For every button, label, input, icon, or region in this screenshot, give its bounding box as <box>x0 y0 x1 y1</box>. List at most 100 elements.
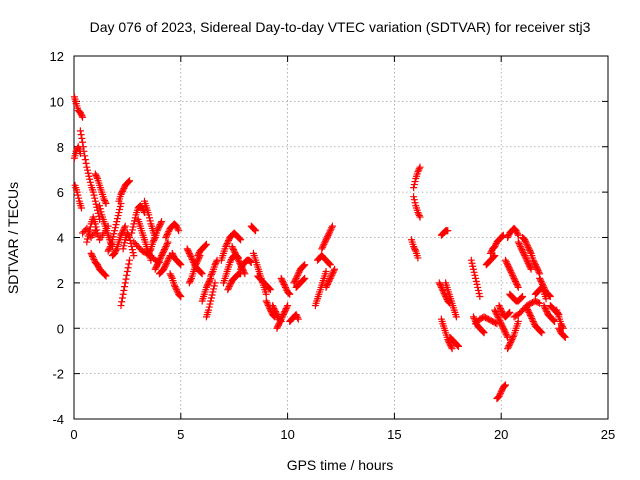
data-point <box>91 194 99 202</box>
data-point <box>146 246 154 254</box>
data-point <box>498 386 506 394</box>
data-point <box>207 297 215 305</box>
data-point <box>86 175 94 183</box>
data-point <box>92 171 100 179</box>
data-point <box>207 272 215 280</box>
data-point <box>91 170 99 178</box>
data-point <box>194 252 202 260</box>
data-point <box>202 241 210 249</box>
data-point <box>556 326 564 334</box>
data-point <box>266 285 274 293</box>
data-point <box>322 236 330 244</box>
data-point <box>537 277 545 285</box>
data-point <box>504 234 512 241</box>
data-point <box>293 273 301 281</box>
data-point <box>489 253 497 261</box>
data-point <box>139 206 147 214</box>
data-point <box>280 309 288 317</box>
data-point <box>507 337 515 345</box>
data-point <box>521 237 529 245</box>
data-point <box>113 215 121 223</box>
data-point <box>114 212 122 220</box>
data-point <box>505 264 513 272</box>
data-point <box>128 229 136 237</box>
data-points <box>70 93 569 403</box>
y-tick-label: 10 <box>50 94 64 109</box>
data-point <box>111 224 119 232</box>
data-point <box>156 221 164 229</box>
data-point <box>205 277 213 285</box>
data-point <box>468 259 476 267</box>
data-point <box>79 113 87 121</box>
data-point <box>324 279 332 287</box>
data-point <box>177 261 185 269</box>
data-point <box>117 190 125 198</box>
data-point <box>534 267 542 275</box>
data-point <box>84 169 92 177</box>
data-point <box>437 282 445 290</box>
data-point <box>93 173 101 181</box>
data-point <box>545 291 553 299</box>
data-point <box>168 249 176 257</box>
data-point <box>128 226 136 234</box>
data-point <box>524 259 532 267</box>
x-tick-label: 10 <box>280 427 294 442</box>
data-point <box>294 271 302 279</box>
data-point <box>101 198 109 206</box>
data-point <box>77 204 85 212</box>
data-point <box>509 333 517 341</box>
data-point <box>504 262 512 270</box>
data-point <box>164 229 172 237</box>
data-point <box>526 310 534 318</box>
data-point <box>476 292 484 300</box>
data-point <box>163 241 171 249</box>
data-point <box>118 298 126 306</box>
data-point <box>469 265 477 273</box>
data-point <box>495 302 503 310</box>
data-point <box>158 250 166 258</box>
data-point <box>301 274 309 282</box>
data-point <box>233 253 241 261</box>
data-point <box>453 341 461 349</box>
data-point <box>153 262 161 270</box>
data-point <box>500 326 508 334</box>
data-point <box>523 304 531 312</box>
data-point <box>162 234 170 241</box>
data-point <box>87 249 95 257</box>
data-point <box>122 275 130 283</box>
data-point <box>96 202 104 210</box>
data-point <box>73 188 81 196</box>
data-point <box>549 316 557 324</box>
data-point <box>499 323 507 331</box>
data-point <box>222 243 230 251</box>
y-tick-label: 8 <box>57 140 64 155</box>
data-point <box>514 238 522 246</box>
y-tick-label: 6 <box>57 185 64 200</box>
data-point <box>508 270 516 278</box>
data-point <box>193 258 201 266</box>
data-point <box>174 225 182 233</box>
data-point <box>212 258 220 266</box>
data-point <box>475 289 483 297</box>
data-point <box>86 226 94 234</box>
data-point <box>323 280 331 288</box>
data-point <box>504 345 512 353</box>
data-point <box>502 258 510 266</box>
data-point <box>228 243 236 251</box>
data-point <box>240 268 248 276</box>
data-point <box>496 318 504 326</box>
data-point <box>474 286 482 294</box>
data-point <box>509 334 517 342</box>
data-point <box>116 206 124 214</box>
data-point <box>241 270 249 278</box>
data-point <box>284 289 292 297</box>
data-point <box>165 227 173 235</box>
data-point <box>514 283 522 291</box>
data-point <box>516 243 524 251</box>
data-point <box>81 156 89 164</box>
data-point <box>526 264 534 272</box>
data-point <box>326 228 334 236</box>
data-point <box>183 245 191 253</box>
data-point <box>208 291 216 299</box>
data-point <box>518 246 526 254</box>
